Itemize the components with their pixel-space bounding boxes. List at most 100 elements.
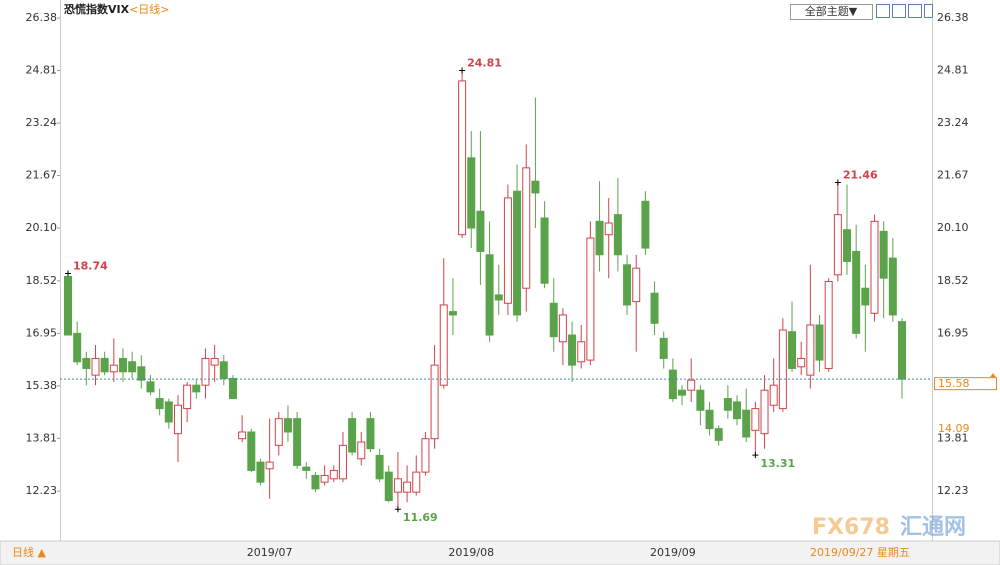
candle-body (613, 214, 622, 256)
candle-body (733, 401, 742, 420)
candle-body (568, 334, 577, 366)
candle-body (760, 389, 769, 435)
candle-body (558, 314, 567, 343)
candle-body (393, 478, 402, 493)
candle-body (219, 361, 228, 379)
icon-button[interactable] (876, 4, 890, 18)
candle-body (476, 210, 485, 252)
candle-body (448, 311, 457, 316)
candle-body (650, 292, 659, 324)
candle-body (128, 361, 137, 373)
y2-tick-label: 18.52 (937, 274, 969, 287)
candle-body (238, 431, 247, 440)
candle-body (375, 454, 384, 480)
candle-body (549, 302, 558, 338)
extreme-marker (394, 506, 401, 513)
candle-body (201, 357, 210, 386)
candle-body (705, 409, 714, 430)
candle-body (458, 80, 467, 236)
candle-body (283, 418, 292, 433)
icon-button[interactable] (924, 4, 933, 18)
y2-tick-label: 20.10 (937, 221, 969, 234)
candle-body (421, 438, 430, 473)
candle-body (778, 329, 787, 410)
candle-body (311, 474, 320, 490)
candle-body (641, 200, 650, 249)
candle-body (668, 369, 677, 400)
candle-body (788, 331, 797, 369)
extreme-label: 11.69 (403, 511, 438, 524)
candle-body (164, 401, 173, 423)
candle-body (228, 377, 237, 400)
candle-body (513, 190, 522, 316)
chart-title: 恐慌指数VIX<日线> (64, 2, 170, 16)
candle-body (861, 287, 870, 306)
candle-body (723, 398, 732, 411)
icon-button[interactable] (908, 4, 922, 18)
candle-body (82, 357, 91, 369)
last-price-box (934, 377, 997, 391)
candle-body (714, 428, 723, 441)
candle-body (467, 157, 476, 229)
candle-body (155, 398, 164, 410)
candle-body (659, 337, 668, 359)
watermark-name: 汇通网 (900, 515, 966, 540)
watermark-logo: FX678 (812, 515, 890, 540)
y-tick-label: 26.38 (26, 11, 58, 24)
y-tick-label: 16.95 (26, 326, 58, 339)
candle-body (888, 257, 897, 316)
icon-button[interactable] (892, 4, 906, 18)
last-price-label: 15.58 (938, 377, 970, 390)
candle-body (632, 267, 641, 303)
candle-body (430, 364, 439, 440)
candle-body (192, 384, 201, 393)
toolbar: 全部主题▼ (790, 4, 933, 20)
title: 恐慌指数VIX (64, 2, 130, 16)
candle-body (843, 229, 852, 262)
theme-button-label[interactable]: 全部主题▼ (805, 4, 858, 18)
candle-body (742, 409, 751, 438)
candle-body (687, 379, 696, 391)
y2-tick-label: 23.24 (937, 116, 969, 129)
cursor-date: 2019/09/27 星期五 (810, 546, 910, 559)
candle-body (833, 214, 842, 276)
candle-body (577, 341, 586, 363)
cursor-value-label: 14.09 (938, 422, 970, 435)
candle-body (403, 481, 412, 493)
candle-body (604, 222, 613, 236)
candle-body (320, 474, 329, 483)
y-tick-label: 13.81 (26, 431, 58, 444)
candle-body (815, 324, 824, 361)
candle-body (73, 332, 82, 363)
theme-button[interactable] (790, 4, 873, 20)
footer-bar (0, 540, 1000, 565)
y-tick-label: 23.24 (26, 116, 58, 129)
candle-body (751, 408, 760, 431)
candle-body (769, 384, 778, 406)
candle-body (696, 389, 705, 411)
candle-body (265, 461, 274, 470)
candle-body (146, 381, 155, 393)
candle-body (183, 384, 192, 410)
candle-body (91, 357, 100, 376)
extreme-marker (752, 452, 759, 459)
candle-body (247, 431, 256, 471)
x-tick-label: 2019/08 (448, 546, 494, 559)
candle-body (109, 364, 118, 373)
extreme-marker (459, 67, 466, 74)
extreme-label: 18.74 (73, 260, 108, 273)
y2-tick-label: 16.95 (937, 326, 969, 339)
candle-body (137, 366, 146, 381)
extreme-label: 21.46 (843, 169, 878, 182)
candle-body (586, 237, 595, 361)
y-tick-label: 18.52 (26, 274, 58, 287)
candle-body (384, 471, 393, 502)
candle-body (329, 469, 338, 480)
subtitle: <日线> (129, 2, 169, 16)
candle-body (412, 471, 421, 493)
candle-body (348, 418, 357, 453)
candle-body (540, 217, 549, 284)
candle-body (293, 418, 302, 466)
period-selector[interactable]: 日线 ▲ (12, 545, 46, 559)
